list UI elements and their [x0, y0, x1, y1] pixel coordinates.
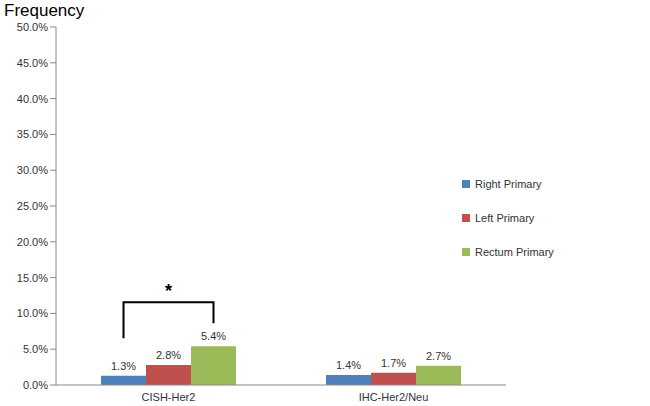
svg-text:45.0%: 45.0%: [17, 57, 48, 69]
svg-text:*: *: [165, 281, 172, 301]
svg-text:1.3%: 1.3%: [111, 360, 136, 372]
svg-text:CISH-Her2: CISH-Her2: [142, 391, 196, 403]
svg-text:30.0%: 30.0%: [17, 164, 48, 176]
svg-text:2.7%: 2.7%: [426, 350, 451, 362]
svg-text:IHC-Her2/Neu: IHC-Her2/Neu: [359, 391, 429, 403]
svg-text:2.8%: 2.8%: [156, 349, 181, 361]
svg-text:5.4%: 5.4%: [201, 330, 226, 342]
svg-text:5.0%: 5.0%: [23, 343, 48, 355]
svg-text:0.0%: 0.0%: [23, 379, 48, 391]
svg-text:15.0%: 15.0%: [17, 272, 48, 284]
svg-text:35.0%: 35.0%: [17, 128, 48, 140]
html-text:Frequency: Frequency: [4, 1, 85, 20]
svg-text:40.0%: 40.0%: [17, 93, 48, 105]
svg-text:1.7%: 1.7%: [381, 357, 406, 369]
svg-text:25.0%: 25.0%: [17, 200, 48, 212]
svg-text:50.0%: 50.0%: [17, 21, 48, 33]
html-text:Left Primary: Left Primary: [475, 212, 535, 224]
svg-text:1.4%: 1.4%: [336, 359, 361, 371]
html-text:Right Primary: Right Primary: [475, 178, 542, 190]
svg-text:10.0%: 10.0%: [17, 307, 48, 319]
html-text:Rectum Primary: Rectum Primary: [475, 246, 554, 258]
svg-text:20.0%: 20.0%: [17, 236, 48, 248]
